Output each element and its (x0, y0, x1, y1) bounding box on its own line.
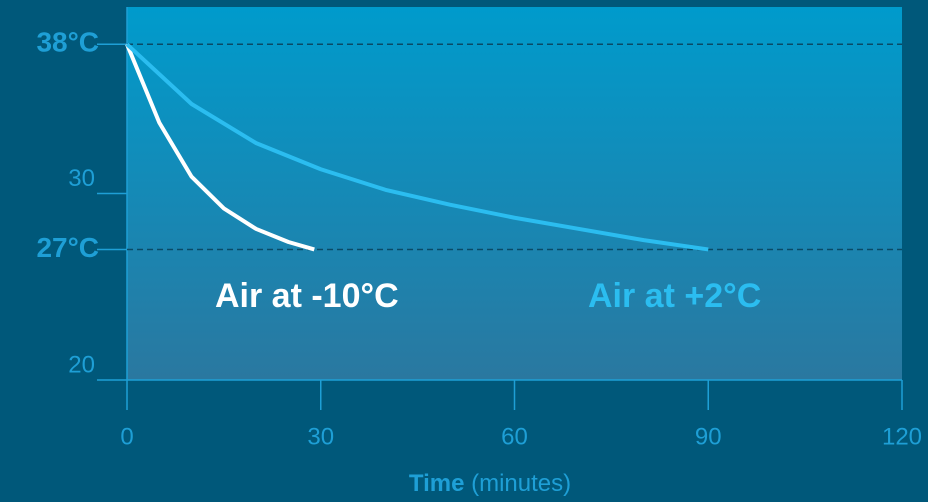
x-axis-unit: (minutes) (471, 470, 571, 497)
x-tick-label: 30 (307, 423, 334, 450)
y-tick-label: 38°C (36, 27, 99, 58)
x-tick-label: 90 (695, 423, 722, 450)
series-line (125, 43, 315, 252)
x-tick-label: 120 (882, 423, 922, 450)
y-tick-label: 20 (68, 351, 95, 378)
x-tick-label: 60 (501, 423, 528, 450)
x-tick-label: 0 (120, 423, 133, 450)
series-line (125, 42, 709, 252)
x-axis-title: Time (409, 470, 465, 497)
y-tick-label: 27°C (36, 232, 99, 263)
series-label: Air at -10°C (215, 277, 399, 315)
series-label: Air at +2°C (588, 277, 761, 315)
plot-area (127, 7, 902, 380)
x-axis-label: Time (minutes) (409, 470, 571, 497)
y-tick-label: 30 (68, 165, 95, 192)
